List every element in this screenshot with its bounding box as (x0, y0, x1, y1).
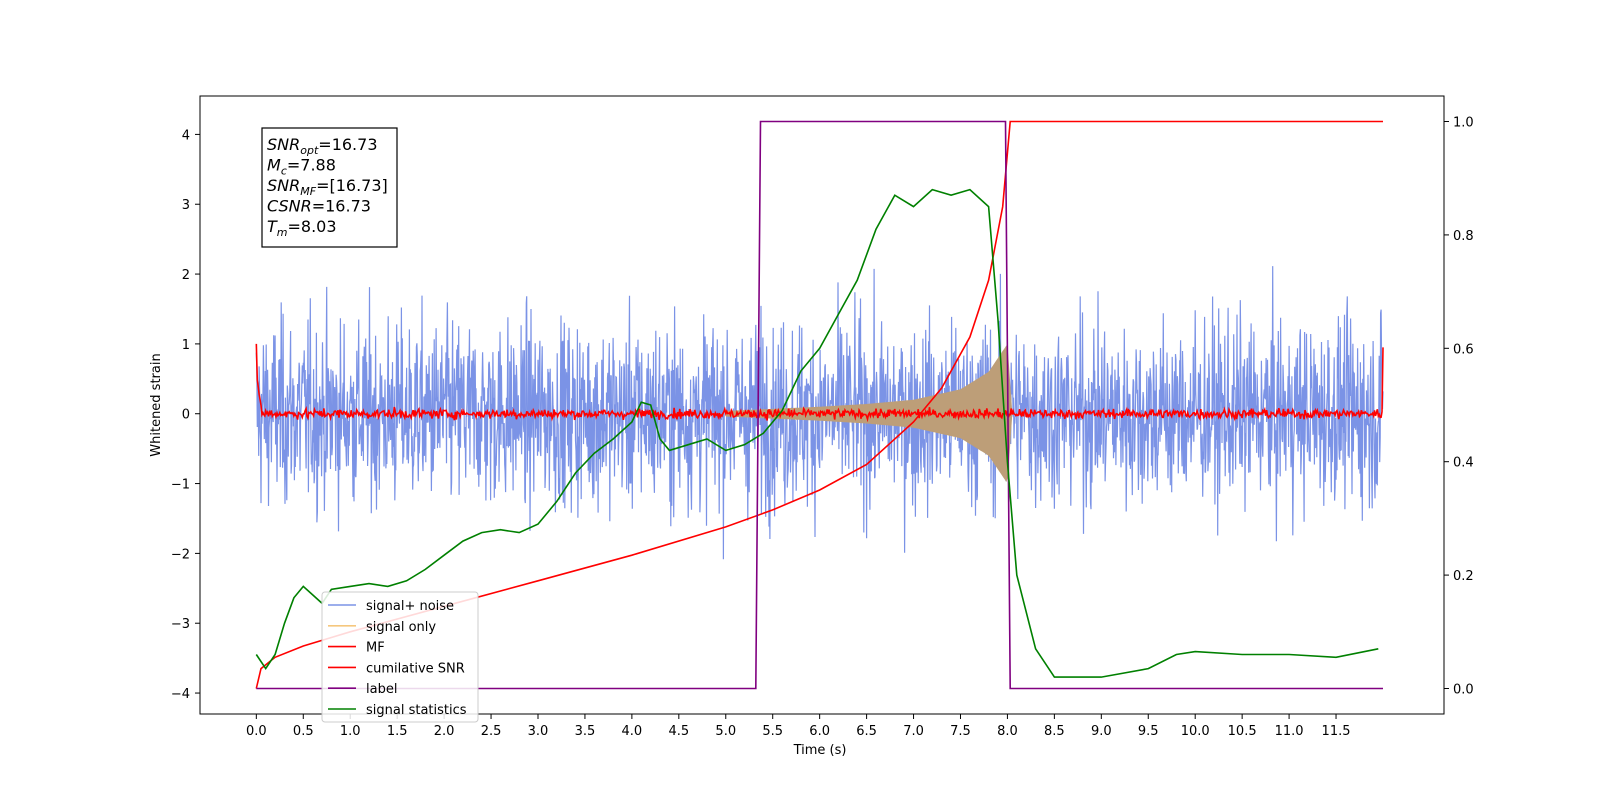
legend-label: MF (366, 641, 385, 656)
y-left-tick-label: −1 (171, 478, 190, 493)
y-right-tick-label: 1.0 (1453, 116, 1474, 131)
stat-value: =16.73 (312, 197, 371, 216)
legend-label: signal only (366, 620, 436, 635)
series-label (256, 120, 1383, 690)
plot-area (255, 120, 1384, 690)
x-tick-label: 3.5 (575, 724, 596, 739)
y-right-tick-label: 0.8 (1453, 229, 1474, 244)
legend-label: signal statistics (366, 703, 467, 718)
x-tick-label: 1.5 (387, 724, 408, 739)
y-right-tick-label: 0.6 (1453, 342, 1474, 357)
x-tick-label: 8.0 (997, 724, 1018, 739)
x-tick-label: 2.0 (434, 724, 455, 739)
stat-line: SNRMF=[16.73] (267, 176, 388, 198)
y-left-tick-label: 3 (182, 198, 190, 213)
x-tick-label: 5.0 (715, 724, 736, 739)
stats-annotation-box: SNRopt=16.73Mc=7.88SNRMF=[16.73]CSNR=16.… (261, 127, 398, 248)
x-tick-label: 10.5 (1228, 724, 1257, 739)
y-left-tick-label: −3 (171, 617, 190, 632)
x-tick-label: 5.5 (762, 724, 783, 739)
stat-name: T (267, 217, 278, 236)
stat-subscript: c (281, 165, 287, 178)
y-left-tick-label: 0 (182, 408, 190, 423)
stat-line: Tm=8.03 (267, 217, 337, 239)
y-right-tick-label: 0.4 (1453, 456, 1474, 471)
stats-box-frame (261, 127, 398, 248)
legend-label: signal+ noise (366, 599, 454, 614)
stat-line: Mc=7.88 (267, 156, 336, 178)
legend: signal+ noise signal only MF cumilative SNR… (321, 591, 479, 723)
x-tick-label: 2.5 (481, 724, 502, 739)
x-tick-label: 6.5 (856, 724, 877, 739)
x-tick-label: 11.5 (1322, 724, 1351, 739)
series-signal-statistics (255, 188, 1379, 678)
y-axis-label: Whitened strain (149, 353, 164, 456)
x-tick-label: 9.5 (1138, 724, 1159, 739)
axes-frame (199, 95, 1445, 715)
x-tick-label: 4.0 (622, 724, 643, 739)
y-right-tick-label: 0.2 (1453, 569, 1474, 584)
stat-name: SNR (267, 176, 300, 195)
legend-frame (321, 591, 479, 723)
x-tick-label: 0.5 (293, 724, 314, 739)
stat-value: =16.73 (318, 135, 377, 154)
y-left-tick-label: 2 (182, 268, 190, 283)
series-mf (255, 343, 1384, 423)
legend-label: cumilative SNR (366, 661, 465, 676)
x-tick-label: 0.0 (246, 724, 267, 739)
y-left-tick-label: −4 (171, 687, 190, 702)
x-tick-label: 9.0 (1091, 724, 1112, 739)
series-cumulative-snr (255, 120, 1383, 689)
y-left-tick-label: 4 (182, 128, 190, 143)
axes: 0.0 0.5 1.0 1.5 2.0 2.5 3.0 3.5 4.0 4.5 5.0 5.5 6.0 6… (171, 116, 1474, 739)
x-axis-label: Time (s) (793, 743, 847, 758)
x-tick-label: 1.0 (340, 724, 361, 739)
y-left-tick-label: 1 (182, 338, 190, 353)
x-tick-label: 11.0 (1275, 724, 1304, 739)
x-tick-label: 7.5 (950, 724, 971, 739)
y-left-tick-label: −2 (171, 547, 190, 562)
x-tick-label: 6.0 (809, 724, 830, 739)
stat-name: CSNR (267, 197, 312, 216)
x-tick-label: 4.5 (668, 724, 689, 739)
stat-line: SNRopt=16.73 (267, 135, 378, 157)
stat-subscript: opt (300, 144, 319, 157)
stat-subscript: m (277, 226, 288, 239)
x-tick-label: 3.0 (528, 724, 549, 739)
x-tick-label: 8.5 (1044, 724, 1065, 739)
stat-name: M (267, 156, 281, 175)
stat-name: SNR (267, 135, 300, 154)
x-tick-label: 10.0 (1181, 724, 1210, 739)
stat-value: =8.03 (288, 217, 337, 236)
series-signal-plus-noise (255, 266, 1384, 560)
stat-value: =[16.73] (316, 176, 388, 195)
stat-value: =7.88 (287, 156, 336, 175)
x-tick-label: 7.0 (903, 724, 924, 739)
stat-subscript: MF (300, 185, 316, 198)
legend-label: label (366, 682, 397, 697)
y-right-tick-label: 0.0 (1453, 682, 1474, 697)
stat-line: CSNR=16.73 (267, 197, 371, 216)
